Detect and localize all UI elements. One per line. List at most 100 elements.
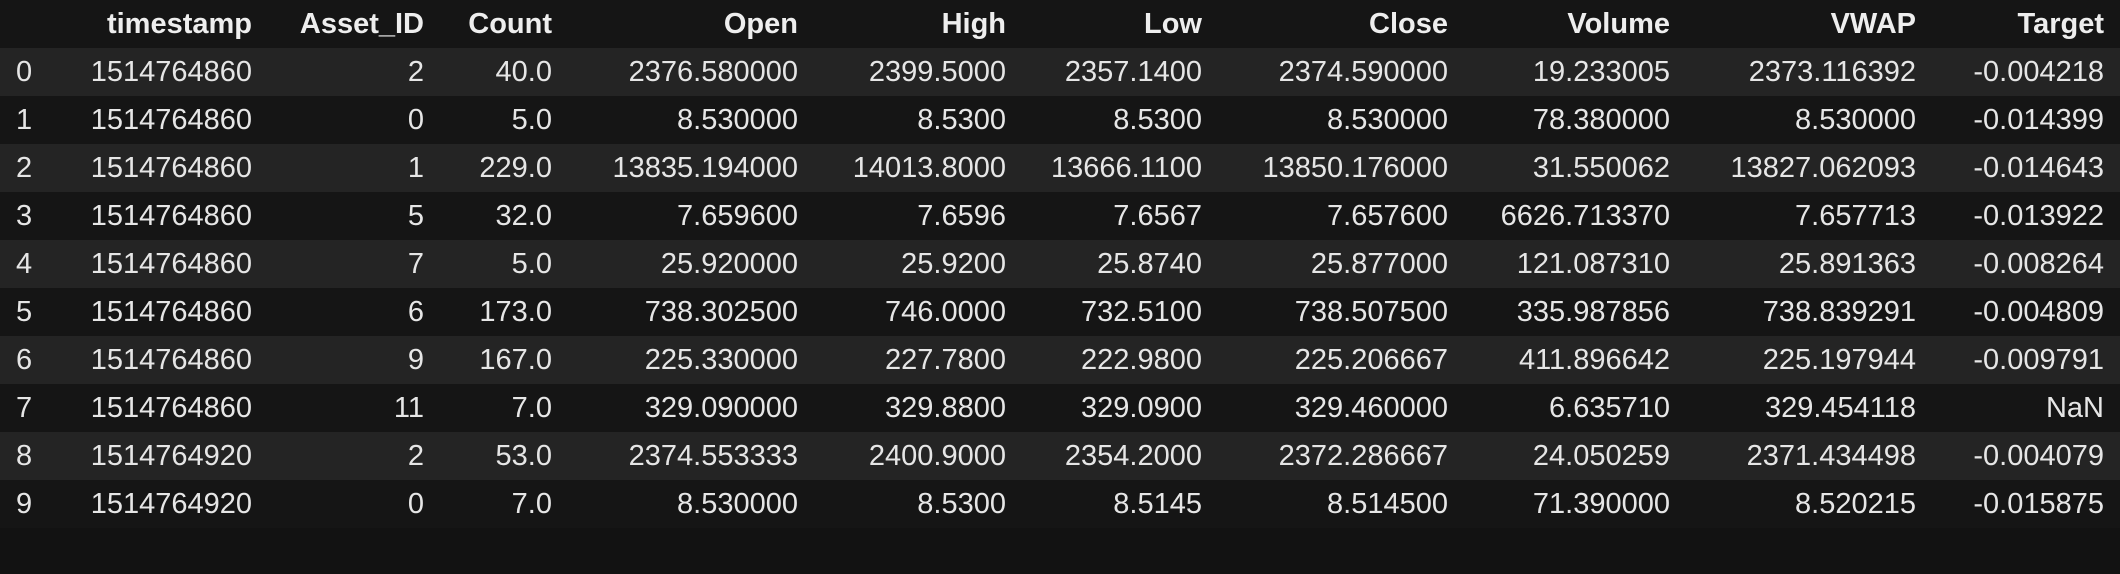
table-cell: 121.087310 [1516, 247, 1670, 280]
table-cell: -0.004809 [1973, 295, 2104, 328]
table-cell: 167.0 [479, 343, 552, 376]
table-cell: -0.015875 [1973, 487, 2104, 520]
table-cell: 25.9200 [901, 247, 1006, 280]
table-cell: 25.891363 [1778, 247, 1916, 280]
table-cell: 1514764860 [90, 247, 252, 280]
table-cell: 5.0 [511, 247, 552, 280]
table-cell: 1514764860 [90, 103, 252, 136]
table-cell: 2373.116392 [1748, 55, 1916, 88]
table-row: 3 1514764860 5 32.0 7.659600 7.6596 7.6567 7.65… [0, 192, 2120, 240]
table-cell: 227.7800 [885, 343, 1006, 376]
table-cell: 13666.1100 [1050, 151, 1202, 184]
table-cell: 2 [407, 439, 424, 472]
table-cell: 7.0 [511, 487, 552, 520]
table-row: 2 1514764860 1 229.0 13835.194000 14013.8000 1… [0, 144, 2120, 192]
table-cell: 9 [407, 343, 424, 376]
table-row: 4 1514764860 7 5.0 25.920000 25.9200 25.8740 25… [0, 240, 2120, 288]
table-row: 5 1514764860 6 173.0 738.302500 746.0000 732.5… [0, 288, 2120, 336]
table-cell: 0 [407, 103, 424, 136]
table-cell: 19.233005 [1532, 55, 1670, 88]
table-cell: 732.5100 [1081, 295, 1202, 328]
row-index: 3 [16, 199, 33, 232]
table-cell: 1514764920 [90, 487, 252, 520]
table-cell: 1514764860 [90, 295, 252, 328]
table-cell: 14013.8000 [852, 151, 1006, 184]
dataframe-table: timestamp Asset_ID Count Open High Low Close Vo… [0, 0, 2120, 528]
column-header: VWAP [1830, 7, 1916, 40]
table-cell: -0.014399 [1973, 103, 2104, 136]
table-cell: 8.514500 [1327, 487, 1448, 520]
table-cell: 329.090000 [644, 391, 798, 424]
table-cell: 6 [407, 295, 424, 328]
table-cell: 71.390000 [1532, 487, 1670, 520]
row-index: 8 [16, 439, 33, 472]
table-cell: 25.8740 [1097, 247, 1202, 280]
table-cell: 8.530000 [677, 103, 798, 136]
table-cell: 7.0 [511, 391, 552, 424]
table-body: 0 1514764860 2 40.0 2376.580000 2399.5000 2357… [0, 48, 2120, 528]
table-cell: 13850.176000 [1262, 151, 1448, 184]
table-cell: 2399.5000 [868, 55, 1006, 88]
table-cell: 8.5300 [917, 103, 1006, 136]
table-cell: 225.197944 [1762, 343, 1916, 376]
table-cell: 1514764860 [90, 151, 252, 184]
table-cell: 2354.2000 [1064, 439, 1202, 472]
table-cell: 2372.286667 [1278, 439, 1448, 472]
table-cell: 5.0 [511, 103, 552, 136]
table-cell: 1 [407, 151, 424, 184]
table-cell: 2374.590000 [1278, 55, 1448, 88]
row-index: 2 [16, 151, 33, 184]
table-cell: 229.0 [479, 151, 552, 184]
column-header: Asset_ID [299, 7, 424, 40]
table-cell: 13835.194000 [612, 151, 798, 184]
table-cell: 329.8800 [885, 391, 1006, 424]
table-row: 8 1514764920 2 53.0 2374.553333 2400.9000 2354… [0, 432, 2120, 480]
table-cell: 40.0 [495, 55, 552, 88]
table-cell: 2371.434498 [1746, 439, 1916, 472]
table-cell: 222.9800 [1081, 343, 1202, 376]
table-cell: NaN [2045, 391, 2104, 424]
column-header: High [941, 7, 1006, 40]
table-cell: 2400.9000 [868, 439, 1006, 472]
table-cell: 8.530000 [1795, 103, 1916, 136]
table-cell: 2 [407, 55, 424, 88]
table-cell: 7.659600 [677, 199, 798, 232]
table-cell: -0.013922 [1973, 199, 2104, 232]
table-cell: 53.0 [495, 439, 552, 472]
table-cell: 1514764860 [90, 55, 252, 88]
column-header: Open [723, 7, 798, 40]
table-cell: 225.330000 [644, 343, 798, 376]
table-cell: 2374.553333 [628, 439, 798, 472]
table-cell: 329.454118 [1764, 391, 1916, 424]
table-cell: 24.050259 [1532, 439, 1670, 472]
row-index: 9 [16, 487, 33, 520]
table-row: 1 1514764860 0 5.0 8.530000 8.5300 8.5300 8.530… [0, 96, 2120, 144]
column-header: Volume [1567, 7, 1670, 40]
row-index: 6 [16, 343, 33, 376]
table-cell: 8.5300 [917, 487, 1006, 520]
table-cell: -0.014643 [1973, 151, 2104, 184]
table-cell: 7.657713 [1795, 199, 1916, 232]
table-cell: 1514764920 [90, 439, 252, 472]
table-row: 7 1514764860 11 7.0 329.090000 329.8800 329.09… [0, 384, 2120, 432]
column-header: Target [2017, 7, 2104, 40]
table-cell: 7 [407, 247, 424, 280]
table-cell: 2376.580000 [628, 55, 798, 88]
table-cell: 7.6567 [1113, 199, 1202, 232]
table-cell: 2357.1400 [1064, 55, 1202, 88]
table-row: 9 1514764920 0 7.0 8.530000 8.5300 8.5145 8.514… [0, 480, 2120, 528]
index-header [0, 0, 52, 48]
row-index: 5 [16, 295, 33, 328]
table-cell: 329.460000 [1294, 391, 1448, 424]
table-cell: 738.302500 [644, 295, 798, 328]
table-cell: 173.0 [479, 295, 552, 328]
table-cell: 746.0000 [885, 295, 1006, 328]
table-cell: -0.008264 [1973, 247, 2104, 280]
table-header: timestamp Asset_ID Count Open High Low Close Vo… [0, 0, 2120, 48]
table-cell: 6626.713370 [1500, 199, 1670, 232]
column-header: Close [1369, 7, 1448, 40]
table-cell: 329.0900 [1081, 391, 1202, 424]
column-header: Count [468, 7, 552, 40]
header-row: timestamp Asset_ID Count Open High Low Close Vo… [0, 0, 2120, 48]
